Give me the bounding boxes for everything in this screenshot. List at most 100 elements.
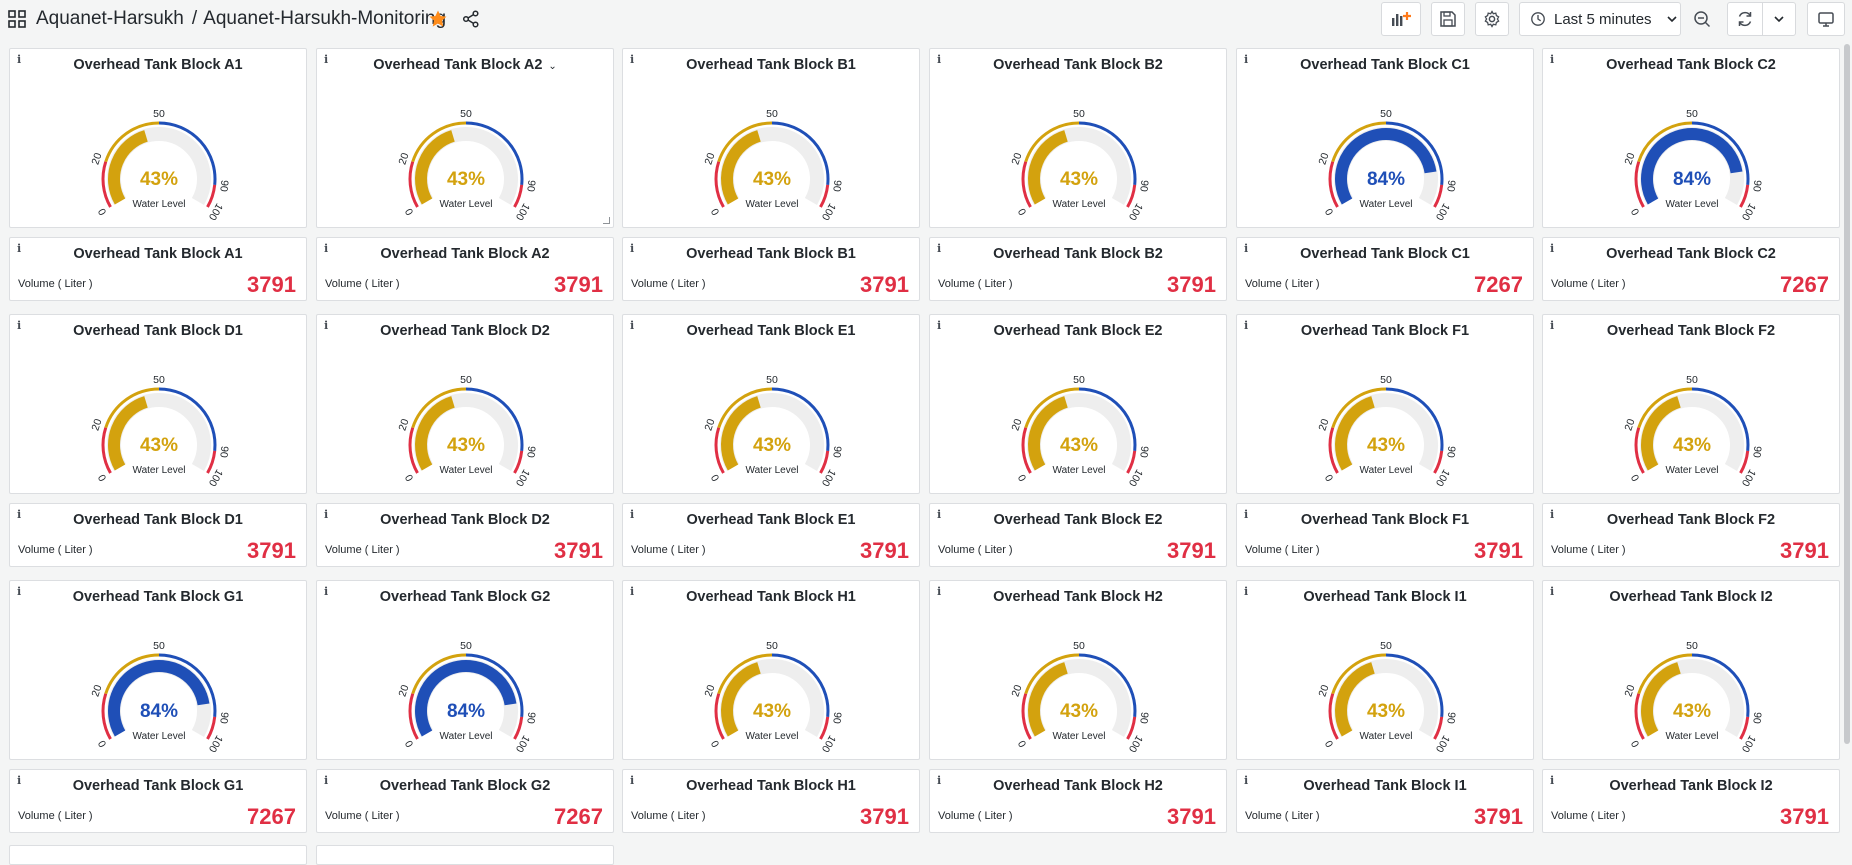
- refresh-interval-dropdown[interactable]: [1762, 2, 1796, 36]
- info-icon[interactable]: i: [1550, 508, 1555, 521]
- info-icon[interactable]: i: [937, 774, 942, 787]
- add-panel-button[interactable]: [1381, 2, 1421, 36]
- panel-title[interactable]: Overhead Tank Block C1: [1237, 57, 1533, 73]
- gauge-panel[interactable]: 0 20 50 90 100 43% Water Level i Overhead Tank B…: [316, 48, 614, 228]
- gauge-panel[interactable]: 0 20 50 90 100 43% Water Level i Overhead Tank B…: [929, 48, 1227, 228]
- stat-panel[interactable]: i Overhead Tank Block C1 Volume ( Liter ) 7…: [1236, 237, 1534, 301]
- refresh-button[interactable]: [1727, 2, 1763, 36]
- panel-title[interactable]: Overhead Tank Block D2: [317, 512, 613, 528]
- info-icon[interactable]: i: [324, 242, 329, 255]
- panel-title[interactable]: Overhead Tank Block G2: [317, 778, 613, 794]
- info-icon[interactable]: i: [17, 53, 22, 66]
- page-scrollbar[interactable]: [1844, 44, 1850, 744]
- panel-title[interactable]: Overhead Tank Block I2: [1543, 589, 1839, 605]
- panel-title[interactable]: Overhead Tank Block E2: [930, 512, 1226, 528]
- panel-title[interactable]: Overhead Tank Block H2: [930, 589, 1226, 605]
- gauge-panel[interactable]: 0 20 50 90 100 43% Water Level i Overhead Tank B…: [929, 580, 1227, 760]
- info-icon[interactable]: i: [937, 585, 942, 598]
- gauge-panel[interactable]: 0 20 50 90 100 43% Water Level i Overhead Tank B…: [622, 48, 920, 228]
- panel-title[interactable]: Overhead Tank Block I1: [1237, 778, 1533, 794]
- info-icon[interactable]: i: [1550, 774, 1555, 787]
- info-icon[interactable]: i: [17, 508, 22, 521]
- info-icon[interactable]: i: [937, 508, 942, 521]
- info-icon[interactable]: i: [1244, 774, 1249, 787]
- gauge-panel-partial[interactable]: [316, 845, 614, 865]
- share-icon[interactable]: [462, 10, 480, 28]
- info-icon[interactable]: i: [17, 319, 22, 332]
- panel-menu-chevron-icon[interactable]: ⌄: [548, 61, 557, 72]
- panel-resize-handle[interactable]: [603, 217, 610, 224]
- panel-title[interactable]: Overhead Tank Block B2: [930, 57, 1226, 73]
- info-icon[interactable]: i: [17, 242, 22, 255]
- info-icon[interactable]: i: [630, 242, 635, 255]
- stat-panel[interactable]: i Overhead Tank Block C2 Volume ( Liter ) 7…: [1542, 237, 1840, 301]
- info-icon[interactable]: i: [324, 508, 329, 521]
- panel-title[interactable]: Overhead Tank Block B2: [930, 246, 1226, 262]
- panel-title[interactable]: Overhead Tank Block D1: [10, 512, 306, 528]
- panel-title[interactable]: Overhead Tank Block G1: [10, 589, 306, 605]
- apps-grid-icon[interactable]: [8, 10, 26, 28]
- panel-title[interactable]: Overhead Tank Block F1: [1237, 323, 1533, 339]
- info-icon[interactable]: i: [630, 774, 635, 787]
- dashboard-settings-button[interactable]: [1475, 2, 1509, 36]
- panel-title[interactable]: Overhead Tank Block E1: [623, 323, 919, 339]
- info-icon[interactable]: i: [937, 53, 942, 66]
- panel-title[interactable]: Overhead Tank Block I2: [1543, 778, 1839, 794]
- info-icon[interactable]: i: [324, 774, 329, 787]
- info-icon[interactable]: i: [324, 53, 329, 66]
- panel-title[interactable]: Overhead Tank Block F2: [1543, 512, 1839, 528]
- panel-title[interactable]: Overhead Tank Block H2: [930, 778, 1226, 794]
- panel-title[interactable]: Overhead Tank Block E1: [623, 512, 919, 528]
- panel-title[interactable]: Overhead Tank Block C2: [1543, 57, 1839, 73]
- stat-panel[interactable]: i Overhead Tank Block E2 Volume ( Liter ) 3…: [929, 503, 1227, 567]
- stat-panel[interactable]: i Overhead Tank Block F1 Volume ( Liter ) 3…: [1236, 503, 1534, 567]
- panel-title[interactable]: Overhead Tank Block D2: [317, 323, 613, 339]
- zoom-out-button[interactable]: [1687, 2, 1717, 36]
- gauge-panel[interactable]: 0 20 50 90 100 84% Water Level i Overhead Tank B…: [9, 580, 307, 760]
- gauge-panel[interactable]: 0 20 50 90 100 43% Water Level i Overhead Tank B…: [1236, 314, 1534, 494]
- info-icon[interactable]: i: [1244, 53, 1249, 66]
- info-icon[interactable]: i: [324, 319, 329, 332]
- panel-title[interactable]: Overhead Tank Block A1: [10, 57, 306, 73]
- gauge-panel[interactable]: 0 20 50 90 100 43% Water Level i Overhead Tank B…: [9, 314, 307, 494]
- info-icon[interactable]: i: [630, 585, 635, 598]
- gauge-panel[interactable]: 0 20 50 90 100 43% Water Level i Overhead Tank B…: [1236, 580, 1534, 760]
- time-range-picker[interactable]: Last 5 minutes: [1519, 2, 1681, 36]
- stat-panel[interactable]: i Overhead Tank Block G1 Volume ( Liter ) 7…: [9, 769, 307, 833]
- info-icon[interactable]: i: [937, 319, 942, 332]
- info-icon[interactable]: i: [630, 508, 635, 521]
- panel-title[interactable]: Overhead Tank Block G2: [317, 589, 613, 605]
- panel-title[interactable]: Overhead Tank Block A2 ⌄: [317, 57, 613, 73]
- gauge-panel-partial[interactable]: [9, 845, 307, 865]
- panel-title[interactable]: Overhead Tank Block A2: [317, 246, 613, 262]
- tv-mode-button[interactable]: [1807, 2, 1845, 36]
- dashboard-title[interactable]: Aquanet-Harsukh-Monitoring: [203, 8, 447, 29]
- stat-panel[interactable]: i Overhead Tank Block D2 Volume ( Liter ) 3…: [316, 503, 614, 567]
- info-icon[interactable]: i: [1550, 319, 1555, 332]
- info-icon[interactable]: i: [1244, 585, 1249, 598]
- panel-title[interactable]: Overhead Tank Block F1: [1237, 512, 1533, 528]
- info-icon[interactable]: i: [1550, 585, 1555, 598]
- stat-panel[interactable]: i Overhead Tank Block I1 Volume ( Liter ) 3…: [1236, 769, 1534, 833]
- panel-title[interactable]: Overhead Tank Block B1: [623, 57, 919, 73]
- panel-title[interactable]: Overhead Tank Block H1: [623, 778, 919, 794]
- stat-panel[interactable]: i Overhead Tank Block A1 Volume ( Liter ) 3…: [9, 237, 307, 301]
- gauge-panel[interactable]: 0 20 50 90 100 43% Water Level i Overhead Tank B…: [316, 314, 614, 494]
- stat-panel[interactable]: i Overhead Tank Block F2 Volume ( Liter ) 3…: [1542, 503, 1840, 567]
- panel-title[interactable]: Overhead Tank Block A1: [10, 246, 306, 262]
- panel-title[interactable]: Overhead Tank Block I1: [1237, 589, 1533, 605]
- info-icon[interactable]: i: [1550, 53, 1555, 66]
- panel-title[interactable]: Overhead Tank Block B1: [623, 246, 919, 262]
- stat-panel[interactable]: i Overhead Tank Block D1 Volume ( Liter ) 3…: [9, 503, 307, 567]
- stat-panel[interactable]: i Overhead Tank Block B1 Volume ( Liter ) 3…: [622, 237, 920, 301]
- stat-panel[interactable]: i Overhead Tank Block G2 Volume ( Liter ) 7…: [316, 769, 614, 833]
- info-icon[interactable]: i: [324, 585, 329, 598]
- gauge-panel[interactable]: 0 20 50 90 100 84% Water Level i Overhead Tank B…: [316, 580, 614, 760]
- star-icon[interactable]: [428, 9, 448, 29]
- info-icon[interactable]: i: [630, 53, 635, 66]
- gauge-panel[interactable]: 0 20 50 90 100 43% Water Level i Overhead Tank B…: [622, 314, 920, 494]
- panel-title[interactable]: Overhead Tank Block H1: [623, 589, 919, 605]
- gauge-panel[interactable]: 0 20 50 90 100 43% Water Level i Overhead Tank B…: [929, 314, 1227, 494]
- stat-panel[interactable]: i Overhead Tank Block I2 Volume ( Liter ) 3…: [1542, 769, 1840, 833]
- info-icon[interactable]: i: [1244, 319, 1249, 332]
